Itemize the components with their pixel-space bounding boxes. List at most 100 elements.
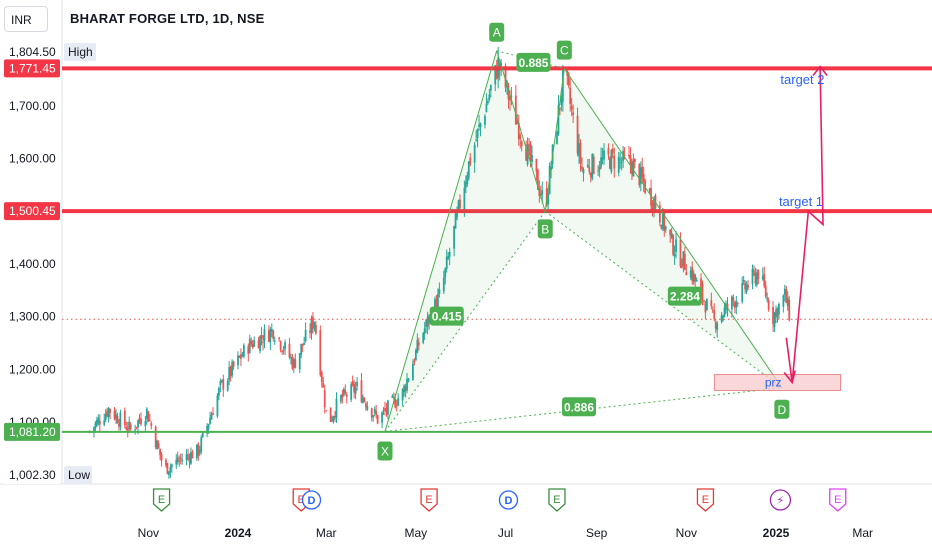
candle-body [783, 288, 786, 295]
high-value-text: 1,804.50 [9, 45, 56, 59]
candle-body [126, 427, 129, 431]
candle-body [560, 98, 563, 106]
projection-d-arrowhead [783, 370, 796, 385]
candle-body [653, 198, 655, 212]
candle-body [242, 345, 245, 357]
currency-selector[interactable]: INR [4, 6, 48, 32]
ratio-badge [667, 286, 702, 306]
candle-body [710, 300, 713, 307]
candle-body [778, 303, 780, 315]
candle-body [370, 408, 373, 418]
candle-body [633, 158, 636, 162]
candle-body [485, 103, 488, 113]
candle-body [628, 154, 630, 157]
candle-body [94, 423, 97, 428]
candle-body [288, 343, 291, 358]
price-levels [62, 66, 932, 433]
candle-body [281, 350, 283, 352]
candle-body [247, 346, 250, 354]
candle-body [475, 139, 478, 141]
candle-body [638, 164, 641, 186]
candle-body [775, 309, 777, 317]
pattern-point-badge [489, 22, 505, 42]
candle-body [613, 155, 616, 169]
candle-body [459, 199, 461, 209]
candle-body [695, 279, 698, 282]
target-label: target 1 [779, 194, 823, 209]
candle-body [786, 297, 789, 307]
candle-body [191, 451, 194, 459]
candle-body [731, 296, 733, 310]
candle-body [489, 85, 492, 91]
candle-body [416, 339, 419, 353]
candle-body [486, 101, 489, 104]
candle-body [773, 313, 776, 328]
ratio-label: 0.886 [562, 397, 597, 417]
candle-body [104, 413, 107, 420]
candle-body [448, 251, 451, 257]
support-badge: 1,081.20 [4, 422, 60, 441]
candle-body [128, 421, 131, 429]
low-label-bg [64, 466, 92, 484]
candle-body [663, 212, 666, 231]
candle-body [539, 192, 542, 197]
pattern-point-a: A [489, 22, 505, 42]
earnings-icon: E [158, 494, 165, 506]
candle-body [428, 315, 430, 324]
candle-body [435, 300, 438, 310]
candle-body [404, 386, 407, 391]
candle-body [144, 420, 147, 427]
ratio-badge [516, 52, 551, 72]
candle-body [406, 378, 408, 391]
candle-body [531, 155, 533, 162]
candle-body [689, 270, 692, 278]
candle-body [535, 158, 538, 172]
pattern-ratio-line-XD [384, 387, 782, 432]
candle-body [620, 161, 623, 163]
candle-body [148, 419, 151, 421]
ratio-badge [562, 397, 597, 417]
candle-body [325, 410, 328, 412]
pattern-leg-BC [544, 68, 565, 212]
candle-body [726, 303, 729, 309]
candle-body [363, 398, 366, 402]
candle-body [600, 157, 602, 167]
pattern-leg-CD [563, 68, 783, 389]
candle-body [572, 112, 575, 115]
candle-body [356, 382, 358, 387]
target-label: target 2 [780, 72, 824, 87]
pattern-ratio-line-BD [544, 210, 783, 389]
candle-body [382, 409, 385, 411]
candle-body [713, 310, 716, 319]
candle-body [442, 277, 445, 292]
candle-body [263, 328, 266, 341]
candle-body [231, 361, 234, 376]
candle-body [629, 155, 632, 165]
candle-body [166, 463, 169, 474]
candle-body [267, 330, 270, 342]
harmonic-pattern: prz X A B C D 0.885 0.415 2.284 0.886 [377, 22, 842, 461]
candle-body [138, 417, 141, 421]
pattern-point-badge [537, 219, 553, 239]
candle-body [576, 115, 579, 154]
candle-body [672, 235, 675, 255]
candle-body [329, 407, 332, 422]
candle-body [113, 410, 116, 419]
candle-body [463, 188, 466, 212]
candle-body [185, 454, 188, 461]
candle-body [736, 303, 739, 305]
candle-body [181, 459, 184, 462]
event-earnings-red: E [420, 488, 438, 512]
candle-body [525, 147, 528, 161]
ratio-value: 0.886 [564, 400, 594, 414]
earnings-marker [152, 488, 171, 512]
candle-body [373, 409, 376, 413]
candle-body [691, 267, 694, 281]
candle-body [704, 304, 707, 313]
candle-body [273, 340, 276, 342]
candle-body [763, 274, 766, 286]
candle-body [220, 380, 223, 382]
candle-body [279, 341, 282, 350]
low-label: Low [64, 466, 92, 484]
